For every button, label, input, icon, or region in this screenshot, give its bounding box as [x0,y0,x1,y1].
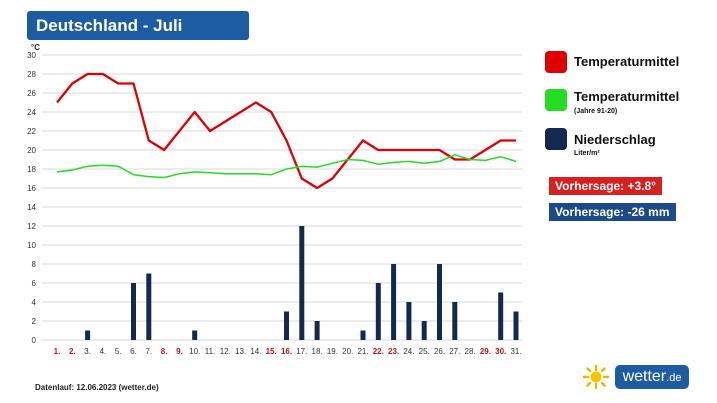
y-tick-label: 4 [32,298,37,307]
y-tick-label: 2 [32,317,37,326]
legend-rain-swatch [545,128,567,150]
y-tick-label: 18 [27,165,36,174]
x-tick-label: 7. [145,347,152,356]
y-tick-label: 24 [27,108,36,117]
x-tick-label: 8. [161,347,168,356]
y-tick-label: 0 [32,336,37,345]
precipitation-bar [375,283,381,340]
brand-logo[interactable]: wetter.de [581,364,691,390]
brand-wordmark: wetter.de [615,365,689,389]
x-tick-label: 21. [357,347,368,356]
x-tick-label: 4. [100,347,107,356]
legend-temp-ref-swatch [545,89,567,111]
x-tick-label: 2. [69,347,76,356]
x-tick-label: 14. [250,347,261,356]
y-tick-label: 26 [27,89,36,98]
x-tick-label: 11. [205,347,216,356]
x-axis-ticks: 1. 2. 3. 4. 5. 6. 7. 8. 9. 10. 11. 12. 13. 14. 15. 16. 1… [54,347,522,356]
x-tick-label: 25. [419,347,430,356]
y-tick-label: 10 [27,241,36,250]
precipitation-bar [437,264,442,340]
forecast-rain-badge: Vorhersage: -26 mm [549,203,676,221]
brand-tld: .de [666,372,682,384]
x-tick-label: 30. [495,347,506,356]
precipitation-bar [284,311,289,340]
x-tick-label: 16. [281,347,292,356]
precipitation-bar [299,226,305,340]
x-tick-label: 5. [115,347,122,356]
x-tick-label: 31. [510,347,521,356]
x-tick-label: 18. [312,347,323,356]
legend-temp-swatch [545,51,567,73]
y-tick-label: 28 [27,70,36,79]
x-tick-label: 29. [480,347,491,356]
x-tick-label: 6. [130,347,137,356]
legend-rain-label: Niederschlag [574,132,656,147]
precipitation-bar [131,283,136,340]
y-tick-label: 12 [27,222,36,231]
x-tick-label: 1. [54,347,61,356]
legend-temp-ref-sub: (Jahre 91-20) [574,108,618,115]
x-tick-label: 13. [235,347,246,356]
precipitation-bar [421,321,427,340]
x-tick-label: 22. [373,347,384,356]
y-tick-label: 30 [27,51,36,60]
x-tick-label: 15. [266,347,277,356]
y-tick-label: 22 [27,127,36,136]
temp-mean-line [56,72,516,190]
precipitation-bar [314,321,320,340]
x-tick-label: 12. [220,347,231,356]
x-tick-label: 3. [84,347,91,356]
temp-reference-line [56,154,517,179]
x-tick-label: 23. [388,347,399,356]
precipitation-bars [85,226,519,340]
forecast-temp-badge: Vorhersage: +3.8° [549,177,662,195]
sun-icon [582,364,610,390]
brand-name: wetter [622,368,667,385]
x-tick-label: 24. [403,347,414,356]
x-tick-label: 27. [449,347,460,356]
x-tick-label: 20. [342,347,353,356]
precipitation-bar [85,330,91,340]
chart-title: Deutschland - Juli [27,11,249,40]
grid-lines [42,54,522,341]
x-tick-label: 9. [176,347,183,356]
y-tick-label: 20 [27,146,36,155]
legend-rain-sub: Liter/m² [574,150,600,157]
precipitation-bar [146,273,152,340]
y-tick-label: 8 [32,260,37,269]
y-tick-label: 14 [27,203,36,212]
y-tick-label: 16 [27,184,36,193]
x-tick-label: 19. [327,347,338,356]
precipitation-bar [513,311,519,340]
precipitation-bar [452,302,458,340]
precipitation-bar [391,264,397,340]
precipitation-bar [192,330,198,340]
data-run-footer: Datenlauf: 12.06.2023 (wetter.de) [35,383,159,392]
x-tick-label: 26. [434,347,445,356]
temperature-lines [56,72,517,190]
y-axis-unit: °C [31,43,40,52]
precipitation-bar [498,292,504,340]
y-tick-label: 6 [32,279,37,288]
precipitation-bar [360,330,366,340]
legend-temp-ref-label: Temperaturmittel [574,89,680,104]
x-tick-label: 10. [189,347,200,356]
precipitation-bar [406,302,412,340]
x-tick-label: 28. [465,347,476,356]
x-tick-label: 17. [296,347,307,356]
legend-temp-label: Temperaturmittel [574,54,680,69]
